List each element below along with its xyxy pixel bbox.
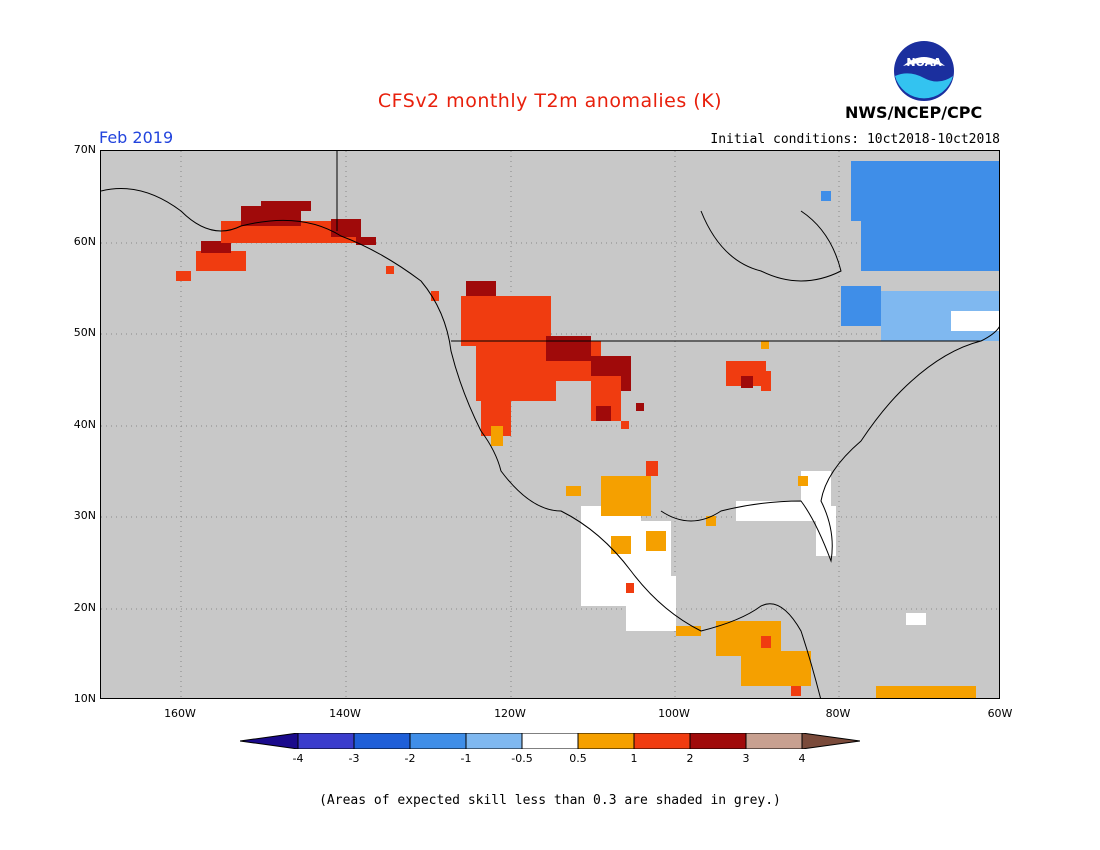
colorbar-bin-m4-m3 [298, 733, 354, 749]
colorbar-bin-m2-m1 [410, 733, 466, 749]
colorbar-tick-p2: 2 [686, 752, 694, 765]
lat-label-60n: 60N [73, 235, 96, 248]
colorbar-bin-p3-p4 [746, 733, 802, 749]
lon-label-140w: 140W [329, 707, 361, 720]
lat-label-50n: 50N [73, 326, 96, 339]
noaa-logo: NOAA [894, 41, 954, 101]
lat-label-30n: 30N [73, 509, 96, 522]
colorbar-bin-neutral [522, 733, 578, 749]
noaa-logo-text: NOAA [906, 56, 942, 69]
initial-conditions: Initial conditions: 10ct2018-10ct2018 [710, 132, 1000, 147]
anomaly-alaska [176, 201, 439, 301]
colorbar-arrow-right [802, 733, 860, 749]
lat-label-70n: 70N [73, 143, 96, 156]
anomaly-mexico [566, 461, 716, 636]
month-label: Feb 2019 [99, 128, 174, 147]
agency-label: NWS/NCEP/CPC [845, 103, 983, 122]
colorbar-bin-p2-p3 [690, 733, 746, 749]
colorbar-bin-m1-m05 [466, 733, 522, 749]
colorbar-arrow-left [240, 733, 298, 749]
lon-label-80w: 80W [825, 707, 851, 720]
lon-label-160w: 160W [164, 707, 196, 720]
colorbar-tick-p4: 4 [798, 752, 806, 765]
colorbar-tick-m3: -3 [348, 752, 360, 765]
lat-label-10n: 10N [73, 692, 96, 705]
colorbar-bin-p1-p2 [634, 733, 690, 749]
map-svg [101, 151, 999, 698]
chart-title: CFSv2 monthly T2m anomalies (K) [377, 90, 723, 112]
coastlines [101, 151, 999, 698]
colorbar-bin-m3-m2 [354, 733, 410, 749]
anomaly-central-america [716, 613, 976, 698]
lon-label-60w: 60W [987, 707, 1013, 720]
colorbar-tick-p05: 0.5 [569, 752, 587, 765]
colorbar-tick-p1: 1 [630, 752, 638, 765]
anomaly-great-lakes [726, 341, 771, 391]
lat-label-20n: 20N [73, 601, 96, 614]
map-panel [100, 150, 1000, 699]
colorbar-tick-p3: 3 [742, 752, 750, 765]
anomaly-west-us [461, 281, 644, 446]
lon-label-120w: 120W [494, 707, 526, 720]
colorbar-tick-m05: -0.5 [511, 752, 533, 765]
anomaly-southeast [736, 471, 836, 556]
footnote: (Areas of expected skill less than 0.3 a… [319, 793, 781, 808]
anomaly-eastern-canada [821, 161, 999, 341]
colorbar-bin-p05-p1 [578, 733, 634, 749]
colorbar-tick-m1: -1 [460, 752, 472, 765]
colorbar-tick-m2: -2 [404, 752, 416, 765]
colorbar [240, 733, 860, 749]
lon-label-100w: 100W [658, 707, 690, 720]
lat-label-40n: 40N [73, 418, 96, 431]
colorbar-tick-m4: -4 [292, 752, 304, 765]
